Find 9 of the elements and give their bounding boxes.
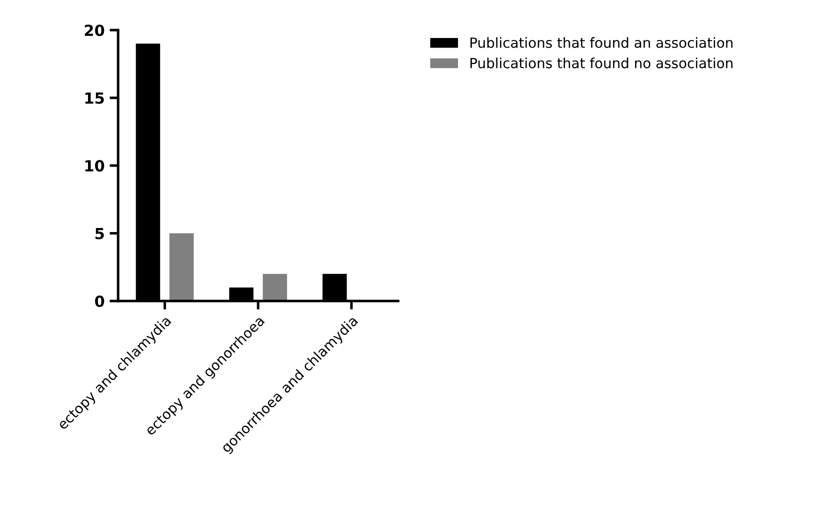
bar	[262, 274, 288, 302]
y-tick-label: 0	[95, 295, 104, 308]
y-tick-label: 5	[95, 228, 104, 240]
bar	[169, 233, 194, 302]
legend-label: Publications that found no association	[470, 58, 732, 68]
y-tick-label: 20	[84, 24, 104, 36]
legend-label: Publications that found an association	[470, 37, 732, 48]
y-tick-label: 10	[85, 160, 104, 172]
y-tick-label: 15	[85, 92, 104, 104]
